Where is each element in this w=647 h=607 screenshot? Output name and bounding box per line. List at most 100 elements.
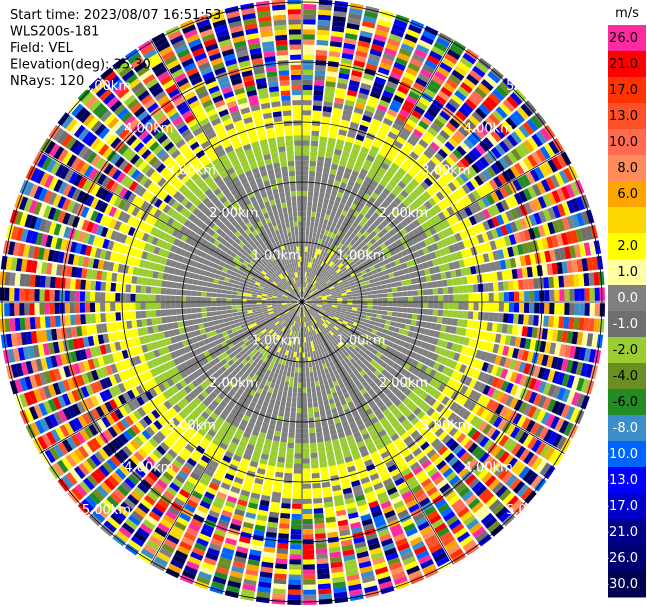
radar-cell: [373, 113, 384, 122]
radar-cell: [433, 118, 445, 129]
radar-cell: [308, 422, 315, 429]
radar-cell: [391, 311, 398, 317]
radar-cell: [494, 143, 506, 156]
radar-cell: [315, 65, 326, 71]
radar-cell: [412, 228, 420, 236]
radar-cell: [382, 293, 388, 298]
radar-cell: [412, 147, 423, 157]
radar-cell: [366, 309, 373, 313]
radar-cell: [448, 118, 461, 129]
radar-cell: [424, 210, 433, 219]
radar-cell: [345, 184, 353, 192]
radar-cell: [362, 223, 370, 231]
radar-cell: [305, 282, 309, 288]
radar-cell: [295, 428, 302, 434]
radar-cell: [410, 165, 420, 174]
radar-cell: [472, 311, 479, 320]
radar-cell: [392, 226, 400, 234]
radar-cell: [315, 49, 328, 56]
radar-cell: [318, 266, 323, 272]
radar-cell: [564, 303, 570, 315]
radar-cell: [312, 247, 317, 254]
radar-cell: [459, 172, 470, 183]
radar-cell: [313, 289, 319, 294]
radar-cell: [319, 461, 328, 468]
radar-cell: [403, 233, 412, 241]
radar-cell: [375, 153, 385, 162]
radar-cell: [467, 311, 474, 320]
radar-cell: [451, 318, 458, 326]
radar-cell: [303, 569, 316, 575]
radar-cell: [399, 274, 406, 281]
radar-cell: [311, 120, 321, 127]
radar-cell: [380, 122, 391, 131]
radar-cell: [382, 175, 391, 184]
radar-cell: [433, 204, 442, 214]
radar-cell: [497, 313, 504, 323]
radar-cell: [410, 319, 417, 326]
radar-cell: [377, 293, 383, 298]
radar-cell: [320, 471, 329, 478]
radar-cell: [405, 319, 412, 325]
radar-cell: [376, 256, 383, 263]
radar-cell: [312, 396, 318, 403]
radar-cell: [281, 431, 288, 438]
radar-cell: [413, 105, 426, 116]
radar-cell: [364, 137, 374, 145]
radar-cell: [387, 306, 393, 312]
radar-cell: [396, 154, 406, 163]
radar-cell: [319, 280, 325, 286]
radar-cell: [328, 261, 334, 267]
radar-cell: [295, 423, 302, 429]
radar-cell: [347, 179, 355, 187]
radar-cell: [281, 502, 291, 509]
radar-cell: [311, 361, 316, 367]
radar-cell: [367, 261, 374, 268]
radar-cell: [451, 214, 460, 224]
radar-cell: [476, 187, 486, 198]
radar-cell: [471, 147, 482, 159]
radar-cell: [360, 82, 372, 91]
radar-cell: [516, 176, 527, 189]
radar-cell: [317, 578, 331, 585]
radar-cell: [324, 230, 329, 236]
radar-cell: [309, 437, 317, 444]
radar-cell: [315, 270, 320, 276]
radar-cell: [297, 392, 302, 398]
radar-cell: [486, 194, 496, 205]
radar-cell: [436, 37, 450, 48]
radar-cell: [386, 244, 394, 252]
radar-cell: [464, 98, 477, 110]
radar-cell: [437, 287, 444, 295]
radar-cell: [368, 53, 381, 62]
radar-cell: [351, 290, 357, 294]
radar-cell: [306, 282, 310, 288]
radar-cell: [488, 113, 501, 126]
radar-cell: [305, 294, 310, 299]
radar-cell: [371, 118, 382, 127]
radar-cell: [387, 302, 393, 307]
radar-cell: [463, 195, 473, 206]
radar-cell: [412, 308, 418, 314]
radar-cell: [436, 66, 450, 77]
radar-cell: [310, 278, 314, 284]
radar-cell: [377, 223, 385, 231]
radar-cell: [314, 528, 326, 534]
radar-cell: [302, 397, 307, 403]
radar-cell: [307, 272, 310, 278]
radar-cell: [311, 472, 320, 479]
radar-cell: [367, 302, 373, 306]
radar-cell: [302, 201, 307, 207]
radar-cell: [472, 65, 486, 78]
radar-cell: [349, 153, 358, 161]
radar-cell: [347, 276, 353, 282]
radar-cell: [553, 316, 560, 328]
radar-cell: [324, 270, 329, 276]
radar-cell: [278, 533, 289, 539]
radar-cell: [320, 261, 325, 267]
radar-cell: [393, 61, 406, 71]
radar-cell: [322, 284, 328, 289]
radar-cell: [282, 421, 289, 428]
radar-cell: [287, 437, 295, 444]
radar-cell: [487, 71, 501, 84]
